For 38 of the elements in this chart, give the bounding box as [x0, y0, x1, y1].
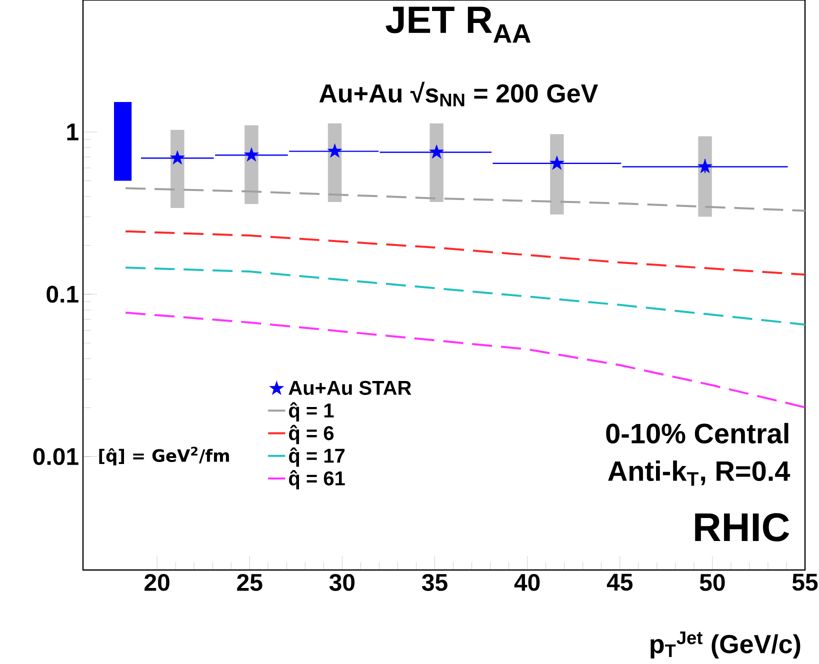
legend-label: q̂ = 61 [288, 470, 345, 490]
legend-title: [q̂] = GeV$^{2}$/fm [99, 446, 229, 466]
bar [244, 125, 258, 204]
line-series [124, 266, 806, 326]
point [244, 147, 260, 162]
x-tick-label: 35 [422, 574, 448, 591]
y-tick-label: 1 [67, 124, 78, 140]
x-axis-title: p$_{T}$$^{Jet}$ (GeV/c) [650, 632, 800, 658]
y-tick-label: 0.1 [46, 286, 78, 303]
annotation: 0-10% Central [606, 422, 788, 444]
x-tick-label: 45 [606, 574, 633, 591]
annotation: Anti-k$_{T}$, R=0.4 [608, 460, 790, 486]
x-tick-label: 55 [792, 574, 818, 591]
annotation: RHIC [695, 513, 790, 542]
legend-label: q̂ = 17 [288, 448, 345, 467]
text: Au+Au √s$_{NN}$ = 200 GeV [319, 82, 598, 106]
bar [550, 134, 564, 214]
point [428, 144, 444, 159]
line-series [124, 187, 806, 212]
bar [170, 130, 184, 208]
bar [114, 102, 132, 181]
point [327, 143, 342, 158]
x-tick-label: 50 [700, 574, 725, 591]
bar [698, 136, 712, 217]
chart-title: JET R$_{AA}$ [386, 6, 531, 43]
x-tick-label: 25 [237, 574, 262, 591]
legend-label: q̂ = 1 [288, 402, 334, 422]
line-series [124, 230, 806, 276]
legend-label: Au+Au STAR [288, 380, 412, 395]
x-tick-label: 20 [144, 574, 170, 591]
bar [430, 123, 444, 202]
point [697, 158, 713, 174]
x-tick-label: 30 [329, 574, 355, 591]
x-tick-label: 40 [514, 574, 540, 591]
point [170, 150, 186, 165]
legend-label: q̂ = 6 [288, 424, 334, 444]
y-tick-label: 0.01 [33, 448, 78, 466]
point [549, 155, 565, 170]
